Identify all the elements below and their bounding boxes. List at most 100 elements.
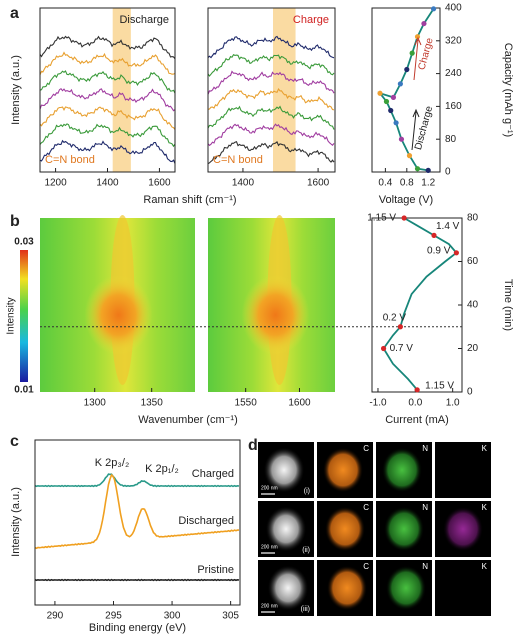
point-label: 0.9 V (427, 245, 451, 256)
channel-label: K (482, 503, 488, 512)
y-tick-label: 20 (467, 343, 479, 354)
image-blob (383, 506, 425, 552)
data-marker (406, 153, 413, 159)
point-label: 0.2 V (383, 312, 407, 323)
spectrum-curve (207, 87, 335, 111)
x-tick-label: 290 (47, 611, 64, 622)
x-tick-label: -1.0 (369, 398, 387, 409)
x-axis-label: Voltage (V) (379, 194, 433, 206)
image-tile (435, 442, 491, 498)
scale-bar-label: 200 nm (261, 603, 278, 609)
point-marker (414, 387, 420, 393)
y-axis-label: Time (min) (502, 279, 514, 331)
y-tick-label: 40 (467, 300, 479, 311)
x-tick-label: 1600 (307, 178, 330, 189)
channel-label: C (363, 444, 369, 453)
channel-label: N (422, 562, 428, 571)
plot-title: Discharge (119, 14, 169, 26)
heatmap-hotspot (84, 275, 153, 355)
image-blob (326, 565, 368, 611)
plot-frame (207, 7, 336, 173)
y-tick-label: 80 (445, 134, 457, 145)
highlight-band (273, 8, 296, 172)
data-marker (430, 6, 437, 12)
point-marker (401, 215, 407, 221)
data-marker (421, 20, 427, 27)
data-marker (383, 98, 390, 105)
spectrum-curve (39, 123, 176, 148)
x-tick-label: 1300 (84, 398, 107, 409)
y-tick-label: 400 (445, 3, 462, 14)
data-marker (425, 167, 431, 173)
colorbar-label: Intensity (6, 297, 17, 334)
x-axis-label: Wavenumber (cm⁻¹) (138, 414, 238, 426)
colorbar-tick-label: 0.03 (14, 237, 34, 248)
channel-label: N (422, 503, 428, 512)
y-tick-label: 60 (467, 256, 479, 267)
data-marker (390, 94, 397, 100)
xps-curve (34, 473, 239, 550)
curve-label: Discharged (178, 515, 234, 527)
peak-label: K 2p₁/₂ (145, 463, 179, 475)
panel-letter: a (10, 5, 19, 22)
plot-frame (371, 7, 441, 173)
x-tick-label: 1.2 (421, 178, 435, 189)
image-blob (265, 506, 307, 552)
x-tick-label: 1400 (232, 178, 255, 189)
plot-frame (39, 7, 176, 173)
channel-label: K (482, 444, 488, 453)
colorbar (20, 250, 28, 382)
x-axis-label: Raman shift (cm⁻¹) (143, 194, 236, 206)
data-marker (398, 136, 405, 142)
panel-letter: c (10, 433, 19, 450)
y-tick-label: 0 (445, 167, 451, 178)
scale-bar-label: 200 nm (261, 485, 278, 491)
point-label: 1.4 V (436, 221, 460, 232)
arrow (411, 108, 420, 151)
point-label: 0.7 V (390, 343, 414, 354)
curve-label: Pristine (197, 564, 234, 576)
x-tick-label: 1600 (148, 178, 171, 189)
y-axis-label: Intensity (a.u.) (10, 487, 22, 557)
point-marker (380, 345, 387, 352)
x-tick-label: 0.4 (378, 178, 392, 189)
point-label: 1.15 V (425, 380, 454, 391)
channel-label: C (363, 503, 369, 512)
x-tick-label: 305 (222, 611, 239, 622)
spectrum-curve (39, 35, 176, 60)
x-tick-label: 1550 (235, 398, 258, 409)
spectrum-curve (39, 51, 176, 76)
channel-label: K (482, 562, 488, 571)
image-blob (442, 506, 484, 552)
spectrum-curve (207, 123, 335, 147)
x-tick-label: 0.0 (408, 398, 422, 409)
x-axis-label: Binding energy (eV) (89, 622, 186, 634)
x-tick-label: 300 (164, 611, 181, 622)
data-line (377, 8, 435, 172)
image-blob (324, 506, 366, 552)
x-tick-label: 295 (105, 611, 122, 622)
x-tick-label: 1200 (44, 178, 67, 189)
spectrum-curve (207, 105, 335, 130)
spectrum-curve (39, 106, 176, 130)
channel-label: N (422, 444, 428, 453)
spectrum-curve (207, 70, 335, 95)
data-marker (404, 66, 410, 73)
point-marker (453, 250, 459, 256)
sample-label: (ii) (302, 547, 310, 554)
spectrum-curve (207, 35, 335, 59)
spectrum-curve (207, 140, 335, 165)
image-tile (435, 560, 491, 616)
point-marker (431, 232, 437, 238)
colorbar-tick-label: 0.01 (14, 385, 34, 396)
data-marker (397, 81, 403, 87)
channel-label: C (363, 562, 369, 571)
spectrum-curve (39, 70, 176, 94)
data-marker (414, 166, 421, 172)
spectrum-curve (207, 53, 335, 77)
x-tick-label: 0.8 (400, 178, 414, 189)
plot-frame (34, 439, 241, 606)
heatmap-hotspot (241, 275, 310, 355)
data-marker (377, 90, 383, 96)
image-blob (263, 447, 305, 493)
